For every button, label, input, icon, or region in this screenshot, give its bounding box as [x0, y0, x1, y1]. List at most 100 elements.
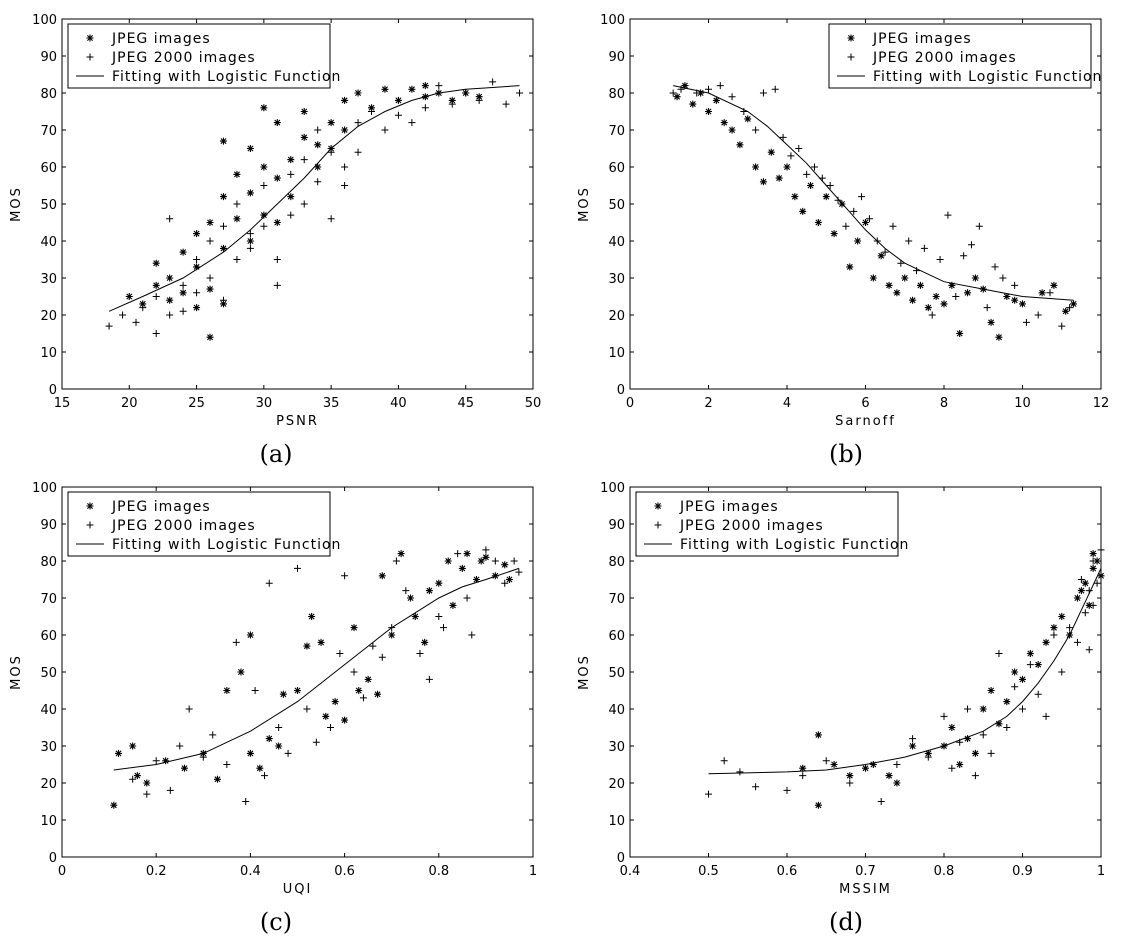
y-tick-label: 30 — [608, 272, 625, 287]
data-point — [1089, 557, 1097, 565]
data-point — [279, 690, 287, 698]
data-point — [421, 104, 429, 112]
data-point — [1019, 675, 1026, 683]
data-point — [463, 550, 471, 558]
x-tick-label: 2 — [704, 396, 712, 411]
data-point — [448, 96, 456, 104]
data-point — [846, 772, 854, 780]
data-point — [909, 296, 917, 304]
data-point — [979, 731, 987, 739]
y-tick-label: 10 — [608, 814, 625, 829]
data-point — [246, 230, 254, 238]
data-point — [697, 89, 705, 97]
data-point — [129, 775, 137, 783]
y-tick-label: 0 — [49, 851, 57, 866]
data-point — [368, 108, 376, 115]
data-point — [162, 757, 170, 765]
data-point — [720, 757, 728, 765]
data-point — [408, 85, 416, 93]
logistic-fit-line — [673, 85, 1074, 301]
legend-marker-jpeg2000 — [86, 521, 94, 529]
panel-b: 0 2 4 6 8 10 12 0 10 20 30 40 50 60 70 80 90 100 Sarnoff MO… — [577, 13, 1109, 468]
data-point — [516, 89, 524, 97]
data-point — [105, 322, 113, 330]
legend-label: JPEG images — [111, 31, 211, 47]
data-point — [752, 783, 760, 791]
data-point — [275, 724, 283, 731]
data-point — [354, 148, 362, 156]
y-tick-label: 0 — [617, 383, 625, 398]
y-tick-label: 0 — [617, 851, 625, 866]
data-point — [421, 82, 429, 90]
data-point — [948, 724, 956, 731]
data-point — [166, 296, 174, 304]
x-axis-label: MSSIM — [839, 882, 892, 897]
legend: JPEG images JPEG 2000 images Fitting with … — [67, 23, 340, 89]
logistic-fit-line — [113, 567, 520, 771]
x-tick-label: 0.5 — [698, 864, 719, 879]
data-point — [166, 215, 174, 223]
data-point — [752, 163, 760, 171]
data-point — [1093, 579, 1101, 587]
data-point — [681, 82, 689, 90]
y-tick-label: 70 — [40, 124, 57, 139]
data-point — [869, 274, 877, 282]
data-point — [416, 650, 424, 657]
legend-marker-jpeg2000 — [654, 521, 662, 529]
data-point — [246, 749, 254, 757]
data-point — [152, 757, 160, 765]
data-point — [964, 289, 972, 297]
data-point — [364, 675, 372, 683]
data-point — [740, 108, 748, 115]
y-tick-label: 40 — [40, 703, 57, 718]
data-point — [435, 82, 443, 90]
data-point — [1034, 661, 1042, 669]
data-point — [378, 572, 386, 580]
data-point — [287, 156, 295, 164]
data-point — [705, 790, 712, 798]
data-point — [909, 735, 917, 743]
data-point — [759, 89, 767, 97]
data-point — [435, 613, 443, 620]
data-point — [392, 557, 400, 565]
data-point — [143, 779, 151, 787]
data-point — [1070, 300, 1078, 308]
x-axis-label: UQI — [283, 882, 313, 897]
data-point — [331, 698, 339, 706]
data-point — [1011, 683, 1019, 691]
data-point — [1081, 579, 1089, 587]
logistic-fit-line — [108, 85, 520, 312]
data-point — [885, 772, 893, 780]
data-point — [787, 152, 795, 160]
x-tick-label: 30 — [256, 396, 273, 411]
data-point — [237, 668, 245, 676]
data-point — [716, 82, 724, 90]
x-tick-label: 0.2 — [146, 864, 167, 879]
y-tick-label: 40 — [608, 703, 625, 718]
y-tick-label: 60 — [608, 629, 625, 644]
data-point — [1026, 650, 1034, 657]
data-point — [233, 256, 241, 263]
data-point — [294, 687, 301, 694]
panel-c: 0 0.2 0.4 0.6 0.8 10102030405060708090100UQIM… — [9, 481, 537, 936]
x-tick-label: 0 — [58, 864, 66, 879]
data-point — [1058, 613, 1066, 620]
data-point — [799, 764, 807, 772]
data-point — [991, 263, 999, 271]
data-point — [1066, 304, 1074, 312]
data-point — [705, 85, 712, 93]
data-point — [877, 252, 885, 260]
data-point — [206, 274, 214, 282]
data-point — [233, 215, 241, 223]
data-point — [119, 311, 127, 319]
data-point — [477, 557, 485, 565]
data-point — [814, 731, 822, 739]
data-point — [265, 735, 273, 743]
x-tick-label: 1 — [1097, 864, 1105, 879]
data-point — [394, 96, 402, 104]
data-point — [885, 281, 893, 289]
data-point — [402, 587, 410, 595]
data-point — [260, 182, 268, 189]
data-point — [341, 182, 349, 189]
y-tick-label: 60 — [608, 161, 625, 176]
